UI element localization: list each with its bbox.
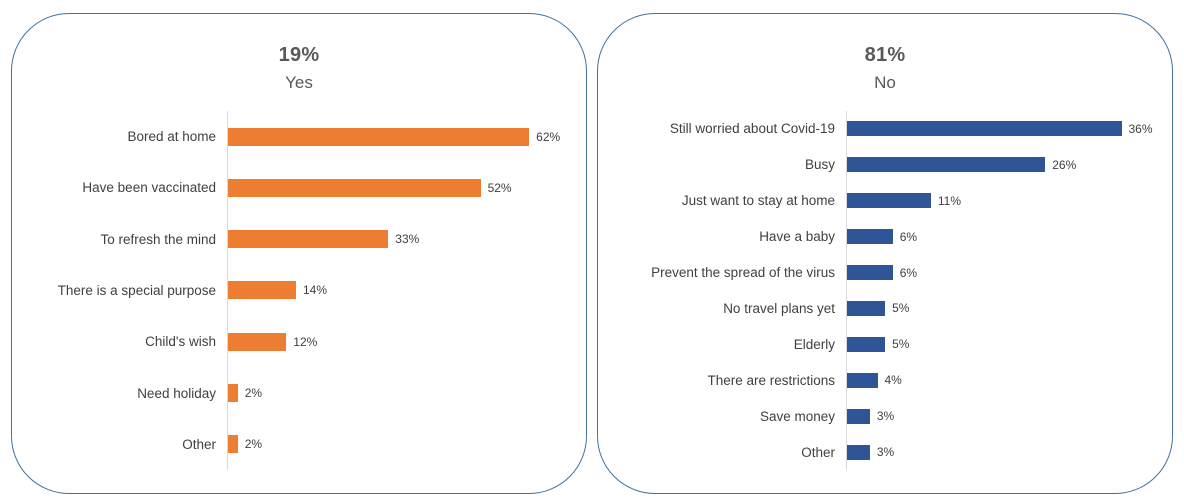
- bar-row: Elderly 5%: [598, 326, 1172, 363]
- category-label: There are restrictions: [707, 372, 835, 388]
- category-label: Need holiday: [137, 385, 216, 401]
- category-label: Other: [801, 444, 835, 460]
- category-label: No travel plans yet: [723, 300, 835, 316]
- bar-row: Child's wish 12%: [12, 316, 586, 368]
- value-label: 3%: [876, 409, 895, 424]
- category-label: Bored at home: [127, 129, 216, 145]
- category-label: Still worried about Covid-19: [669, 121, 835, 137]
- bar-track: 5%: [846, 290, 1152, 327]
- bar-row: Bored at home 62%: [12, 111, 586, 163]
- bar: [228, 332, 287, 351]
- value-label: 36%: [1128, 121, 1153, 136]
- bar-track: 11%: [846, 182, 1152, 219]
- bar-row: Other 2%: [12, 418, 586, 470]
- bar-track: 4%: [846, 362, 1152, 399]
- category-label: Child's wish: [145, 334, 216, 350]
- bar-row: Save money 3%: [598, 398, 1172, 435]
- value-label: 6%: [899, 229, 918, 244]
- chart-subtitle-yes: Yes: [285, 73, 313, 92]
- bar-track: 6%: [846, 218, 1152, 255]
- chart-card-yes: 19% Yes Bored at home 62% Have been vaccin…: [11, 13, 587, 494]
- value-label: 11%: [937, 193, 962, 208]
- bar-row: Need holiday 2%: [12, 367, 586, 419]
- bar-row: Busy 26%: [598, 146, 1172, 183]
- category-label: Just want to stay at home: [681, 193, 835, 209]
- bar-row: No travel plans yet 5%: [598, 290, 1172, 327]
- category-label: There is a special purpose: [57, 282, 216, 298]
- bar-track: 33%: [227, 213, 568, 265]
- value-label: 6%: [899, 265, 918, 280]
- value-label: 26%: [1052, 157, 1077, 172]
- bar: [847, 157, 1046, 173]
- bar-track: 52%: [227, 162, 568, 214]
- value-label: 4%: [884, 373, 902, 388]
- bar-row: There are restrictions 4%: [598, 362, 1172, 399]
- bar-plot-yes: Bored at home 62% Have been vaccinated 52% T…: [12, 111, 586, 470]
- category-label: Have a baby: [759, 229, 835, 245]
- chart-title-no-percentage: 81%: [864, 44, 906, 66]
- bar: [847, 300, 886, 316]
- bar-track: 3%: [846, 398, 1152, 435]
- value-label: 3%: [876, 445, 895, 460]
- bar-track: 2%: [227, 367, 568, 419]
- bar: [228, 230, 389, 249]
- bar: [228, 178, 481, 197]
- bar-plot-no: Still worried about Covid-19 36% Busy 26% Ju…: [598, 111, 1172, 471]
- bar-row: Still worried about Covid-19 36%: [598, 111, 1172, 147]
- bar-row: To refresh the mind 33%: [12, 213, 586, 265]
- value-label: 2%: [244, 437, 263, 452]
- bar-track: 14%: [227, 264, 568, 317]
- bar-track: 36%: [846, 111, 1153, 147]
- bar: [847, 336, 886, 352]
- bar-track: 62%: [227, 111, 568, 163]
- chart-title-yes-percentage: 19%: [278, 44, 320, 66]
- bar-track: 12%: [227, 316, 568, 368]
- value-label: 14%: [303, 283, 328, 298]
- bar: [228, 127, 530, 146]
- category-label: Save money: [759, 408, 835, 424]
- bar: [847, 121, 1122, 137]
- value-label: 12%: [293, 334, 318, 349]
- value-label: 2%: [244, 386, 263, 401]
- bar: [228, 281, 296, 300]
- bar: [847, 193, 931, 209]
- category-label: Elderly: [793, 336, 835, 352]
- bar: [847, 229, 893, 245]
- chart-subtitle-no: No: [874, 73, 896, 92]
- bar-row: Have a baby 6%: [598, 218, 1172, 255]
- value-label: 5%: [892, 337, 910, 352]
- bar-row: Just want to stay at home 11%: [598, 182, 1172, 219]
- bar: [847, 265, 893, 281]
- category-label: To refresh the mind: [100, 231, 216, 247]
- category-label: Other: [182, 436, 216, 452]
- bar: [847, 408, 870, 424]
- bar: [847, 444, 870, 460]
- bar-row: Prevent the spread of the virus 6%: [598, 254, 1172, 291]
- chart-card-no: 81% No Still worried about Covid-19 36% Bu…: [597, 13, 1173, 494]
- category-label: Have been vaccinated: [82, 180, 216, 196]
- value-label: 33%: [395, 232, 420, 247]
- bar-row: There is a special purpose 14%: [12, 264, 586, 317]
- bar-track: 26%: [846, 146, 1152, 183]
- bar: [847, 372, 878, 388]
- category-label: Prevent the spread of the virus: [651, 265, 835, 281]
- value-label: 52%: [487, 180, 512, 195]
- category-label: Busy: [804, 157, 835, 173]
- bar-row: Have been vaccinated 52%: [12, 162, 586, 214]
- bar-track: 6%: [846, 254, 1152, 291]
- value-label: 62%: [536, 129, 561, 144]
- bar-row: Other 3%: [598, 434, 1172, 471]
- bar: [228, 435, 238, 454]
- bar-track: 5%: [846, 326, 1152, 363]
- bar-track: 3%: [846, 434, 1152, 471]
- bar-track: 2%: [227, 418, 568, 470]
- value-label: 5%: [892, 301, 910, 316]
- bar: [228, 384, 238, 403]
